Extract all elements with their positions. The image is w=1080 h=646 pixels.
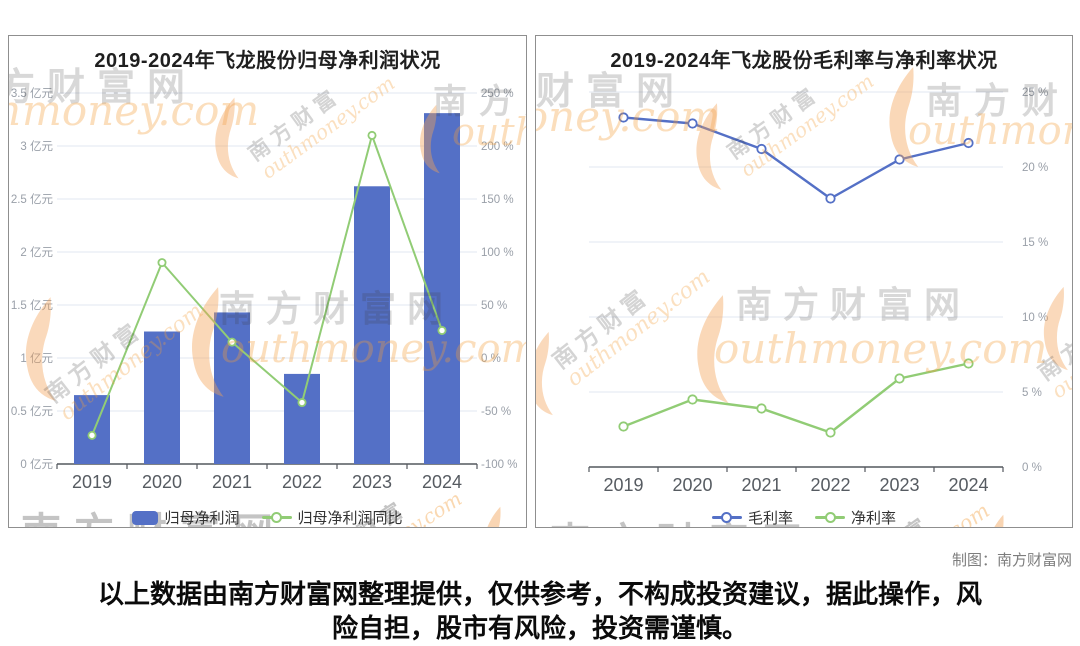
line-净利率: [623, 362, 969, 434]
x-axis-label: 2019: [72, 472, 112, 492]
x-axis-label: 2022: [282, 472, 322, 492]
x-axis-label: 2023: [879, 475, 919, 495]
marker-毛利率-2023: [894, 154, 905, 165]
y-axis-label-right: 10 %: [1022, 312, 1048, 324]
y-axis-label-right: 100 %: [481, 247, 514, 259]
y-axis-label-left: 1.5 亿元: [11, 299, 54, 312]
y-axis-label-right: 0 %: [481, 353, 501, 365]
marker-归母净利润同比-2022: [297, 398, 307, 408]
line-swatch-icon: [815, 511, 845, 524]
y-axis-label-left: 3 亿元: [20, 140, 53, 153]
marker-归母净利润同比-2019: [87, 430, 97, 440]
bar-2022: [284, 373, 320, 464]
marker-毛利率-2020: [687, 118, 698, 129]
net-profit-chart: 250 % 3.5 亿元 200 % 3 亿元 150 % 2.5 亿元 100 % 2 亿元…: [11, 87, 518, 492]
marker-净利率-2019: [618, 421, 629, 432]
marker-毛利率-2019: [618, 112, 629, 123]
x-axis-label: 2023: [352, 472, 392, 492]
marker-毛利率-2021: [756, 143, 767, 155]
x-axis-label: 2024: [948, 475, 988, 495]
y-axis-label-right: 5 %: [1022, 387, 1042, 399]
bar-2021: [214, 312, 250, 464]
y-axis-label-left: 0 亿元: [20, 458, 53, 471]
marker-毛利率-2022: [825, 193, 836, 204]
marker-毛利率-2024: [963, 137, 974, 149]
margins-chart-title: 2019-2024年飞龙股份毛利率与净利率状况: [610, 50, 998, 72]
y-axis-label-right: 25 %: [1022, 87, 1048, 99]
bar-2023: [354, 186, 390, 464]
marker-归母净利润同比-2024: [437, 325, 447, 335]
y-axis-label-left: 1 亿元: [20, 352, 53, 365]
x-axis-label: 2021: [212, 472, 252, 492]
marker-归母净利润同比-2020: [157, 258, 167, 268]
y-axis-label-right: 0 %: [1022, 462, 1042, 474]
marker-净利率-2024: [963, 358, 974, 369]
y-axis-label-right: -50 %: [481, 406, 511, 418]
bar-2020: [144, 331, 180, 464]
y-axis-label-right: 15 %: [1022, 237, 1048, 249]
legend-item-net-margin: 净利率: [815, 507, 897, 527]
legend-item-net-profit: 归母净利润: [132, 507, 240, 527]
net-profit-chart-panel: 2019-2024年飞龙股份归母净利润状况 250 % 3.5 亿元 200 % 3 …: [8, 35, 527, 528]
y-axis-label-right: 20 %: [1022, 162, 1048, 174]
y-axis-label-right: 200 %: [481, 141, 514, 153]
credit-text: 制图：南方财富网: [951, 552, 1072, 569]
marker-净利率-2023: [894, 373, 905, 384]
marker-归母净利润同比-2021: [227, 337, 237, 347]
bar-2024: [424, 113, 460, 464]
disclaimer-text: 以上数据由南方财富网整理提供，仅供参考，不构成投资建议，据此操作，风险自担，股市…: [97, 579, 982, 643]
line-毛利率: [623, 116, 969, 200]
legend-label: 毛利率: [747, 510, 793, 527]
net-profit-legend: 归母净利润 归母净利润同比: [9, 507, 526, 527]
margins-chart: 25 % 20 % 15 % 10 % 5 % 0 % 2019 2020 2021 2022 20…: [588, 87, 1048, 495]
legend-label: 净利率: [851, 510, 897, 527]
x-axis-label: 2021: [741, 475, 781, 495]
margins-chart-panel: 2019-2024年飞龙股份毛利率与净利率状况 25 % 20 % 15 % 10 %…: [535, 35, 1073, 528]
disclaimer: 以上数据由南方财富网整理提供，仅供参考，不构成投资建议，据此操作，风险自担，股市…: [0, 577, 1080, 645]
x-axis-label: 2019: [603, 475, 643, 495]
y-axis-label-right: 250 %: [481, 88, 514, 100]
y-axis-label-right: -100 %: [481, 459, 517, 471]
legend-label: 归母净利润同比: [297, 510, 403, 527]
y-axis-label-left: 2.5 亿元: [11, 193, 54, 206]
y-axis-label-left: 2 亿元: [20, 246, 53, 259]
x-axis-label: 2024: [422, 472, 462, 492]
bar-swatch-icon: [132, 510, 159, 525]
x-axis-label: 2020: [142, 472, 182, 492]
x-axis-label: 2022: [810, 475, 850, 495]
line-归母净利润同比: [91, 134, 443, 436]
x-axis-label: 2020: [672, 475, 712, 495]
y-axis-label-right: 150 %: [481, 194, 514, 206]
net-profit-chart-title: 2019-2024年飞龙股份归母净利润状况: [94, 50, 441, 72]
legend-label: 归母净利润: [164, 510, 240, 527]
marker-归母净利润同比-2023: [367, 130, 377, 140]
line-swatch-icon: [261, 511, 292, 524]
marker-净利率-2022: [825, 427, 836, 438]
y-axis-label-left: 3.5 亿元: [11, 87, 54, 100]
marker-净利率-2020: [687, 394, 698, 405]
margins-legend: 毛利率 净利率: [536, 507, 1072, 527]
legend-item-gross-margin: 毛利率: [711, 507, 793, 527]
y-axis-label-right: 50 %: [481, 300, 507, 312]
legend-item-net-profit-yoy: 归母净利润同比: [261, 507, 403, 527]
y-axis-label-left: 0.5 亿元: [11, 405, 54, 418]
line-swatch-icon: [711, 511, 742, 524]
marker-净利率-2021: [756, 403, 767, 414]
